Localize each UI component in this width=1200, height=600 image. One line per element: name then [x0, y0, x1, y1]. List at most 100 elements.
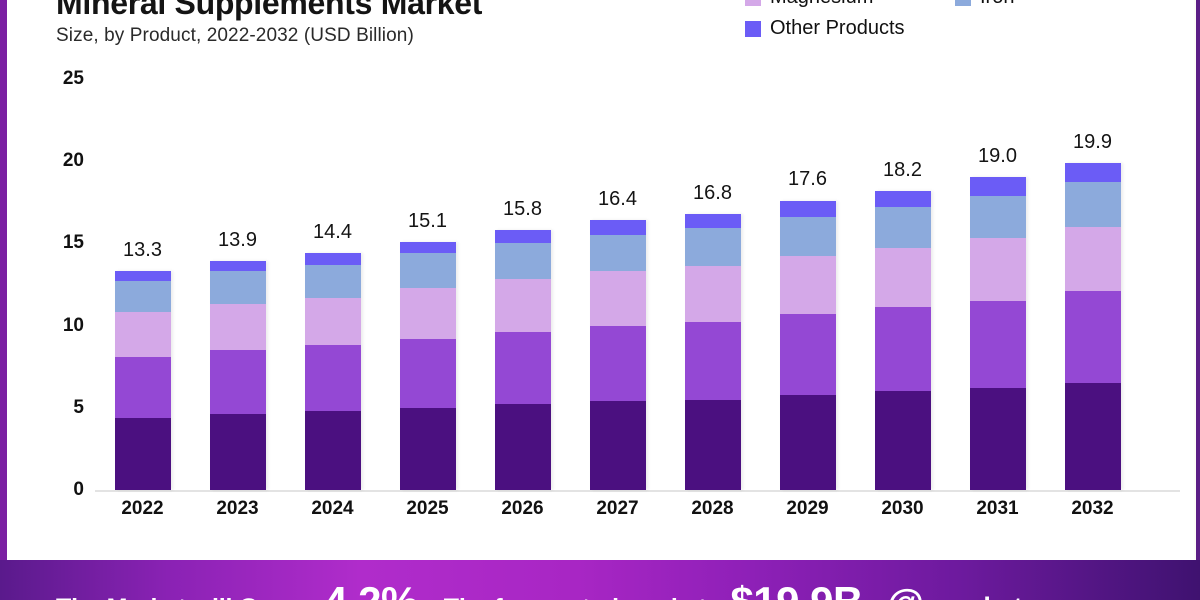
bar-segment-magnesium[interactable] — [780, 256, 836, 314]
bar-segment-zinc[interactable] — [115, 356, 171, 418]
stacked-bar[interactable] — [875, 190, 931, 490]
bar-segment-magnesium[interactable] — [400, 287, 456, 339]
bar-group[interactable]: 13.9 — [190, 0, 285, 490]
bar-segment-other-products[interactable] — [970, 177, 1026, 196]
bar-group[interactable]: 18.2 — [855, 0, 950, 490]
bar-segment-other-products[interactable] — [875, 190, 931, 208]
stacked-bar[interactable] — [115, 271, 171, 490]
bar-segment-calcium[interactable] — [590, 401, 646, 490]
x-axis-tick: 2024 — [311, 498, 354, 519]
bar-segment-iron[interactable] — [210, 271, 266, 305]
banner-grow-value: 4.2% — [324, 578, 418, 600]
bar-segment-other-products[interactable] — [495, 230, 551, 244]
plot-area: 0 5 10 15 20 25 13.3 2022 13.9 2023 14.4 2024 15.1 2… — [62, 0, 1180, 560]
bar-segment-magnesium[interactable] — [305, 297, 361, 346]
bar-value-label: 13.9 — [218, 229, 257, 252]
x-axis-tick: 2023 — [216, 498, 259, 519]
bar-segment-zinc[interactable] — [590, 325, 646, 402]
bar-segment-magnesium[interactable] — [875, 248, 931, 308]
bar-segment-zinc[interactable] — [495, 332, 551, 405]
bar-segment-iron[interactable] — [875, 207, 931, 249]
bar-segment-calcium[interactable] — [115, 417, 171, 490]
bar-segment-zinc[interactable] — [1065, 290, 1121, 384]
bar-segment-zinc[interactable] — [305, 345, 361, 412]
bar-segment-other-products[interactable] — [400, 241, 456, 254]
bar-segment-zinc[interactable] — [970, 300, 1026, 389]
bar-segment-zinc[interactable] — [210, 350, 266, 415]
bar-group[interactable]: 16.4 — [570, 0, 665, 490]
bar-segment-zinc[interactable] — [780, 314, 836, 395]
stacked-bar[interactable] — [305, 253, 361, 490]
bar-segment-other-products[interactable] — [305, 253, 361, 265]
bar-segment-calcium[interactable] — [970, 388, 1026, 490]
bar-segment-magnesium[interactable] — [685, 266, 741, 323]
bar-segment-other-products[interactable] — [685, 213, 741, 229]
bar-group[interactable]: 14.4 — [285, 0, 380, 490]
bar-segment-iron[interactable] — [495, 243, 551, 280]
x-axis-tick: 2022 — [121, 498, 164, 519]
bar-segment-calcium[interactable] — [780, 394, 836, 490]
bar-segment-calcium[interactable] — [1065, 383, 1121, 490]
bar-segment-magnesium[interactable] — [495, 279, 551, 333]
stacked-bar[interactable] — [400, 241, 456, 490]
bar-group[interactable]: 19.9 — [1045, 0, 1140, 490]
bar-segment-zinc[interactable] — [875, 307, 931, 392]
bar-series-container: 13.3 2022 13.9 2023 14.4 2024 15.1 2025 15.8 2026… — [95, 0, 1180, 560]
bar-group[interactable]: 19.0 — [950, 0, 1045, 490]
stacked-bar[interactable] — [780, 200, 836, 490]
y-axis-tick: 10 — [62, 314, 84, 336]
x-axis-tick: 2030 — [881, 498, 924, 519]
at-icon: @ — [887, 583, 924, 600]
stacked-bar[interactable] — [590, 220, 646, 490]
bar-segment-zinc[interactable] — [400, 338, 456, 408]
bar-segment-other-products[interactable] — [115, 271, 171, 282]
x-axis-tick: 2031 — [976, 498, 1019, 519]
bar-segment-iron[interactable] — [780, 216, 836, 257]
bar-segment-calcium[interactable] — [875, 391, 931, 490]
bar-group[interactable]: 15.8 — [475, 0, 570, 490]
bar-segment-iron[interactable] — [590, 235, 646, 272]
legend-item-iron[interactable]: Iron — [955, 0, 1165, 13]
bar-value-label: 15.8 — [503, 198, 542, 221]
x-axis-tick: 2032 — [1071, 498, 1114, 519]
bar-group[interactable]: 15.1 — [380, 0, 475, 490]
bar-segment-calcium[interactable] — [210, 414, 266, 490]
bar-segment-magnesium[interactable] — [970, 238, 1026, 301]
stacked-bar[interactable] — [495, 230, 551, 490]
stacked-bar[interactable] — [210, 261, 266, 490]
bar-segment-other-products[interactable] — [210, 261, 266, 272]
y-axis-tick: 25 — [62, 67, 84, 89]
x-axis-tick: 2029 — [786, 498, 829, 519]
bar-segment-calcium[interactable] — [400, 407, 456, 490]
bar-segment-other-products[interactable] — [780, 200, 836, 217]
bar-group[interactable]: 17.6 — [760, 0, 855, 490]
bar-segment-calcium[interactable] — [495, 404, 551, 490]
bar-segment-iron[interactable] — [305, 264, 361, 298]
bar-segment-iron[interactable] — [685, 228, 741, 267]
bar-segment-zinc[interactable] — [685, 322, 741, 400]
bar-segment-iron[interactable] — [970, 195, 1026, 239]
bar-segment-calcium[interactable] — [685, 399, 741, 490]
stacked-bar[interactable] — [685, 213, 741, 490]
bar-segment-other-products[interactable] — [1065, 162, 1121, 183]
stacked-bar[interactable] — [970, 177, 1026, 490]
stacked-bar[interactable] — [1065, 162, 1121, 490]
bar-group[interactable]: 16.8 — [665, 0, 760, 490]
x-axis-tick: 2028 — [691, 498, 734, 519]
chart-legend: Magnesium Iron Other Products — [745, 0, 1185, 44]
bar-segment-magnesium[interactable] — [115, 312, 171, 357]
legend-item-magnesium[interactable]: Magnesium — [745, 0, 955, 13]
chart-header: Mineral Supplements Market Size, by Prod… — [56, 0, 756, 47]
bar-segment-iron[interactable] — [400, 253, 456, 288]
bar-value-label: 15.1 — [408, 209, 447, 232]
bar-segment-iron[interactable] — [115, 281, 171, 313]
bar-segment-magnesium[interactable] — [1065, 226, 1121, 291]
bar-segment-magnesium[interactable] — [210, 304, 266, 351]
legend-item-other-products[interactable]: Other Products — [745, 13, 1155, 44]
bar-segment-magnesium[interactable] — [590, 271, 646, 326]
bar-group[interactable]: 13.3 — [95, 0, 190, 490]
bar-segment-iron[interactable] — [1065, 182, 1121, 227]
bar-segment-calcium[interactable] — [305, 411, 361, 490]
bar-segment-other-products[interactable] — [590, 220, 646, 236]
